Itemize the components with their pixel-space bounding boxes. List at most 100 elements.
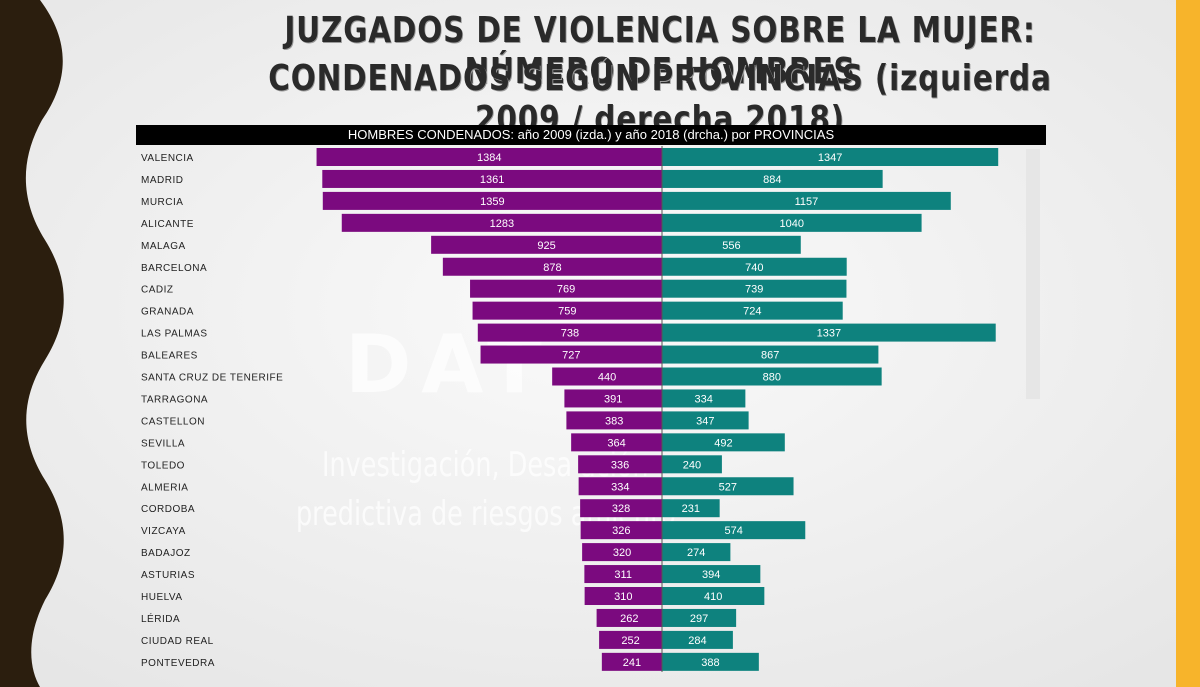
value-label-2009: 336 xyxy=(611,459,629,471)
bar-2018 xyxy=(662,148,999,166)
value-label-2009: 925 xyxy=(537,240,555,252)
value-label-2009: 326 xyxy=(612,525,630,537)
value-label-2018: 492 xyxy=(714,437,732,449)
category-label: MALAGA xyxy=(141,241,186,252)
category-label: MADRID xyxy=(141,175,183,186)
bar-2009 xyxy=(442,257,662,276)
scrollbar-track[interactable] xyxy=(1026,149,1040,399)
bar-2018 xyxy=(662,455,722,474)
category-label: VALENCIA xyxy=(141,153,194,164)
value-label-2018: 1040 xyxy=(780,218,804,230)
category-label: ASTURIAS xyxy=(141,570,195,581)
value-label-2009: 759 xyxy=(558,306,576,318)
bar-2009 xyxy=(477,323,662,342)
bar-2009 xyxy=(584,565,662,584)
bar-2009 xyxy=(566,411,662,430)
value-label-2009: 727 xyxy=(562,350,580,362)
bar-2009 xyxy=(322,169,662,188)
bar-2018 xyxy=(662,565,761,584)
value-label-2018: 739 xyxy=(745,284,763,296)
value-label-2009: 878 xyxy=(543,262,561,274)
bar-2009 xyxy=(316,148,662,166)
value-label-2009: 328 xyxy=(612,503,630,515)
bar-2009 xyxy=(601,652,662,671)
value-label-2018: 574 xyxy=(724,525,742,537)
bar-2018 xyxy=(662,521,806,540)
bar-2018 xyxy=(662,213,922,232)
value-label-2018: 388 xyxy=(701,657,719,669)
value-label-2018: 880 xyxy=(763,372,781,384)
value-label-2009: 391 xyxy=(604,393,622,405)
chart-title: HOMBRES CONDENADOS: año 2009 (izda.) y a… xyxy=(136,125,1046,145)
bar-2018 xyxy=(662,367,882,386)
bar-2009 xyxy=(582,543,662,562)
value-label-2009: 383 xyxy=(605,415,623,427)
value-label-2018: 274 xyxy=(687,547,705,559)
bar-2018 xyxy=(662,630,733,649)
value-label-2018: 297 xyxy=(690,613,708,625)
value-label-2018: 556 xyxy=(722,240,740,252)
decorative-wave-band xyxy=(0,0,64,687)
bar-2009 xyxy=(341,213,662,232)
bar-2018 xyxy=(662,652,759,671)
value-label-2018: 1347 xyxy=(818,152,842,164)
category-label: BARCELONA xyxy=(141,263,207,274)
category-label: TARRAGONA xyxy=(141,394,208,405)
bar-2009 xyxy=(571,433,662,452)
bar-2018 xyxy=(662,411,749,430)
bar-2009 xyxy=(470,279,662,298)
value-label-2009: 311 xyxy=(614,569,632,581)
value-label-2009: 252 xyxy=(621,635,639,647)
value-label-2009: 769 xyxy=(557,284,575,296)
value-label-2009: 738 xyxy=(561,328,579,340)
category-label: BALEARES xyxy=(141,351,198,362)
value-label-2009: 262 xyxy=(620,613,638,625)
bar-2009 xyxy=(580,499,662,518)
category-label: TOLEDO xyxy=(141,460,185,471)
value-label-2018: 527 xyxy=(719,481,737,493)
value-label-2018: 884 xyxy=(763,174,781,186)
category-label: CORDOBA xyxy=(141,504,195,515)
bar-2009 xyxy=(599,630,662,649)
bar-2018 xyxy=(662,543,731,562)
category-label: CIUDAD REAL xyxy=(141,636,214,647)
value-label-2018: 724 xyxy=(743,306,761,318)
bar-2009 xyxy=(431,235,662,254)
category-label: LAS PALMAS xyxy=(141,329,208,340)
bar-2009 xyxy=(322,191,662,210)
page-title-line-1: JUZGADOS DE VIOLENCIA SOBRE LA MUJER: NÚ… xyxy=(284,10,1036,92)
bar-2018 xyxy=(662,433,785,452)
bar-2018 xyxy=(662,499,720,518)
category-label: PONTEVEDRA xyxy=(141,658,215,669)
bar-2009 xyxy=(578,477,662,496)
bar-2009 xyxy=(472,301,662,320)
category-label: CASTELLON xyxy=(141,416,205,427)
bar-2018 xyxy=(662,279,847,298)
value-label-2018: 240 xyxy=(683,459,701,471)
value-label-2009: 334 xyxy=(611,481,629,493)
category-label: MURCIA xyxy=(141,197,183,208)
bar-2018 xyxy=(662,345,879,364)
bar-2018 xyxy=(662,608,737,627)
value-label-2018: 231 xyxy=(682,503,700,515)
value-label-2018: 347 xyxy=(696,415,714,427)
category-label: ALICANTE xyxy=(141,219,194,230)
bar-2009 xyxy=(552,367,662,386)
value-label-2009: 1361 xyxy=(480,174,504,186)
bar-2009 xyxy=(596,608,662,627)
value-label-2009: 1283 xyxy=(490,218,514,230)
bar-2018 xyxy=(662,169,883,188)
bar-2018 xyxy=(662,191,951,210)
bar-2009 xyxy=(480,345,662,364)
accent-side-bar xyxy=(1176,0,1200,687)
value-label-2009: 1359 xyxy=(480,196,504,208)
bar-2009 xyxy=(564,389,662,408)
value-label-2018: 867 xyxy=(761,350,779,362)
value-label-2018: 284 xyxy=(688,635,706,647)
category-label: HUELVA xyxy=(141,592,183,603)
bar-2018 xyxy=(662,477,794,496)
bar-2018 xyxy=(662,323,996,342)
value-label-2009: 364 xyxy=(607,437,625,449)
category-label: GRANADA xyxy=(141,307,194,318)
value-label-2009: 320 xyxy=(613,547,631,559)
